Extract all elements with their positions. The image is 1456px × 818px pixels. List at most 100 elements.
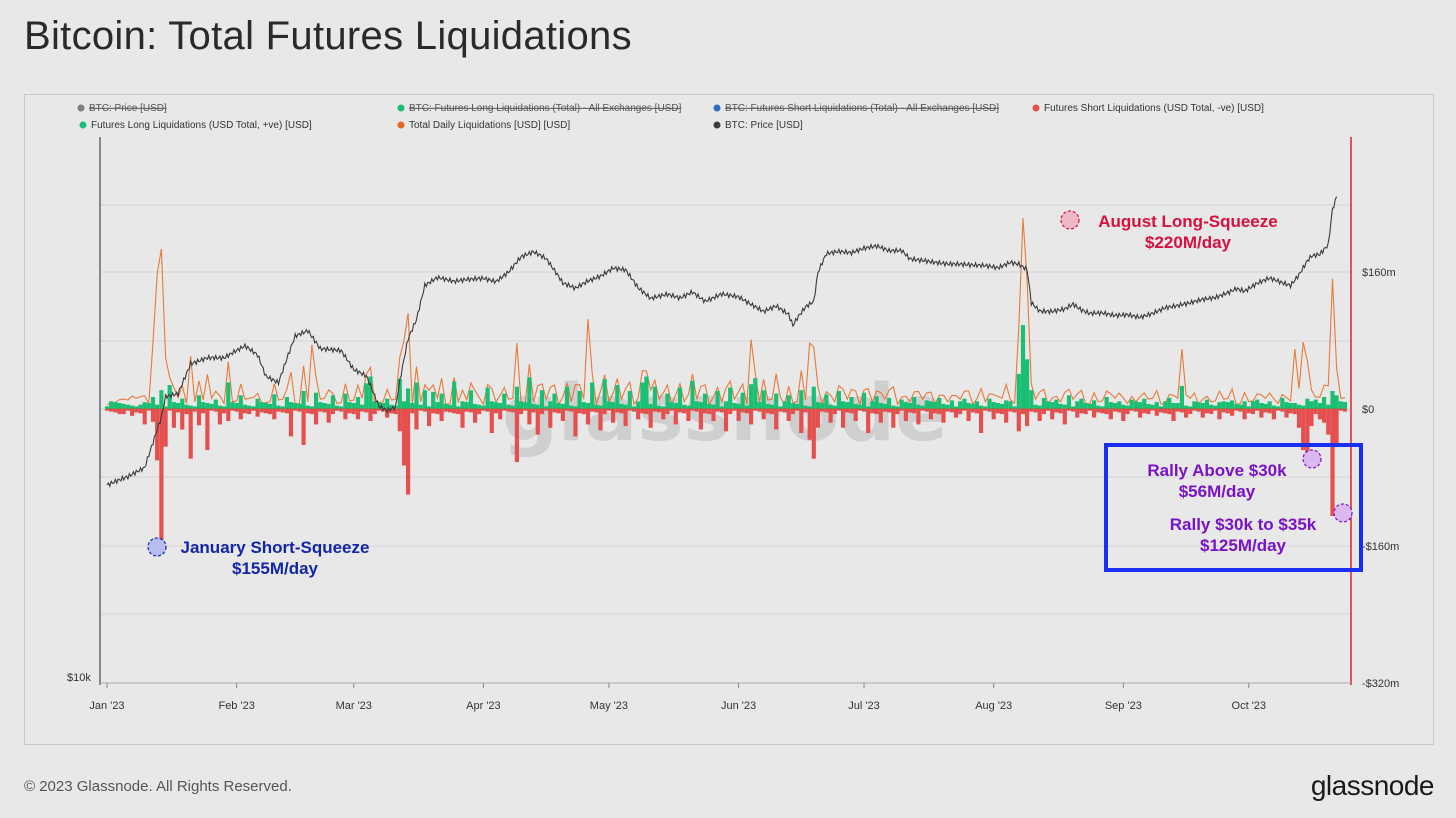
long-bar (728, 387, 733, 409)
long-bar (1020, 325, 1026, 409)
long-bar (1146, 403, 1151, 409)
short-bar (1133, 409, 1138, 412)
long-bar (878, 403, 883, 409)
short-bar (698, 409, 703, 430)
long-bar (723, 401, 729, 409)
long-bar (188, 405, 193, 409)
long-bar (795, 403, 800, 409)
short-bar (464, 409, 469, 412)
short-bar (1280, 409, 1285, 412)
legend-item[interactable]: Futures Short Liquidations (USD Total, -… (1032, 103, 1265, 114)
legend-item[interactable]: Futures Long Liquidations (USD Total, +v… (79, 120, 312, 131)
long-bar (1284, 402, 1289, 409)
long-bar (309, 406, 314, 409)
long-bar (1041, 397, 1046, 409)
short-bar (1054, 409, 1059, 413)
long-bar (577, 391, 582, 409)
long-bar (1154, 402, 1159, 409)
short-bar (782, 409, 787, 413)
short-bar (987, 409, 992, 412)
x-tick-label: Apr '23 (466, 700, 501, 712)
long-bar (1066, 395, 1072, 409)
short-bar (134, 409, 139, 413)
long-bar (565, 386, 570, 409)
long-bar (1184, 405, 1189, 409)
legend-item[interactable]: Total Daily Liquidations [USD] [USD] (397, 120, 571, 131)
short-bar (439, 409, 444, 421)
short-bar (690, 409, 695, 411)
long-bar (1150, 404, 1155, 409)
short-bar (1200, 409, 1205, 418)
long-bar (1071, 406, 1076, 409)
long-bar (539, 390, 545, 409)
short-bar (297, 409, 302, 412)
long-bar (297, 403, 302, 409)
short-bar (569, 409, 574, 412)
long-bar (845, 402, 850, 409)
long-bar (1280, 397, 1285, 409)
long-bar (627, 391, 632, 409)
short-bar (1092, 409, 1097, 418)
short-bar (769, 409, 775, 415)
long-bar (644, 376, 649, 409)
short-bar (581, 409, 586, 415)
short-bar (1108, 409, 1113, 420)
short-bar (1029, 409, 1034, 412)
long-bar (895, 406, 900, 409)
long-bar (288, 402, 294, 409)
short-bar (636, 409, 641, 420)
short-bar (452, 409, 457, 414)
long-bar (1004, 400, 1009, 409)
legend-item[interactable]: BTC: Price [USD] (713, 120, 804, 131)
short-bar (268, 409, 273, 415)
short-bar (1255, 409, 1260, 411)
short-bar (891, 409, 896, 428)
long-bar (928, 401, 933, 409)
legend-item[interactable]: BTC: Futures Long Liquidations (Total) -… (397, 103, 682, 114)
long-bar (506, 404, 511, 409)
short-bar (815, 409, 821, 428)
short-bar (1125, 409, 1130, 415)
short-bar (606, 409, 611, 411)
short-bar (887, 409, 892, 413)
short-bar (435, 409, 440, 415)
long-bar (1330, 391, 1335, 409)
short-bar (410, 409, 415, 414)
short-bar (1338, 409, 1343, 411)
brand-logo: glassnode (1310, 770, 1435, 801)
axes: Jan '23 Feb '23 Mar '23 Apr '23 May '23 Jun '… (67, 137, 1399, 712)
short-bar (870, 409, 875, 414)
annotation-title: Rally $30k to $35k (1170, 515, 1317, 534)
long-bar (452, 381, 457, 409)
long-bar (1087, 403, 1092, 409)
legend-item[interactable]: BTC: Price [USD] (77, 103, 168, 114)
long-bar (828, 404, 833, 409)
long-bar (979, 405, 984, 409)
short-bar (677, 409, 683, 413)
short-bar (623, 409, 628, 427)
long-bar (305, 405, 310, 409)
long-bar (1167, 397, 1172, 409)
short-bar (573, 409, 578, 437)
long-bar (242, 404, 248, 409)
long-bar (1296, 404, 1302, 409)
short-bar (1179, 409, 1184, 413)
short-bar (920, 409, 925, 411)
x-tick-label: Mar '23 (336, 700, 372, 712)
long-bar (422, 390, 427, 409)
short-bar (1330, 409, 1335, 516)
short-bar (217, 409, 222, 425)
x-tick-label: May '23 (590, 700, 628, 712)
legend-item[interactable]: BTC: Futures Short Liquidations (Total) … (713, 103, 1000, 114)
long-bar (1250, 401, 1256, 409)
short-bar (309, 409, 314, 415)
short-bar (995, 409, 1000, 414)
long-bar (1267, 401, 1272, 409)
long-bar (326, 403, 331, 409)
short-bar (652, 409, 657, 412)
long-bar (1133, 401, 1138, 409)
long-bar (1238, 404, 1243, 409)
short-bar (1175, 409, 1180, 412)
short-bar (1322, 409, 1327, 423)
short-bar (585, 409, 591, 425)
